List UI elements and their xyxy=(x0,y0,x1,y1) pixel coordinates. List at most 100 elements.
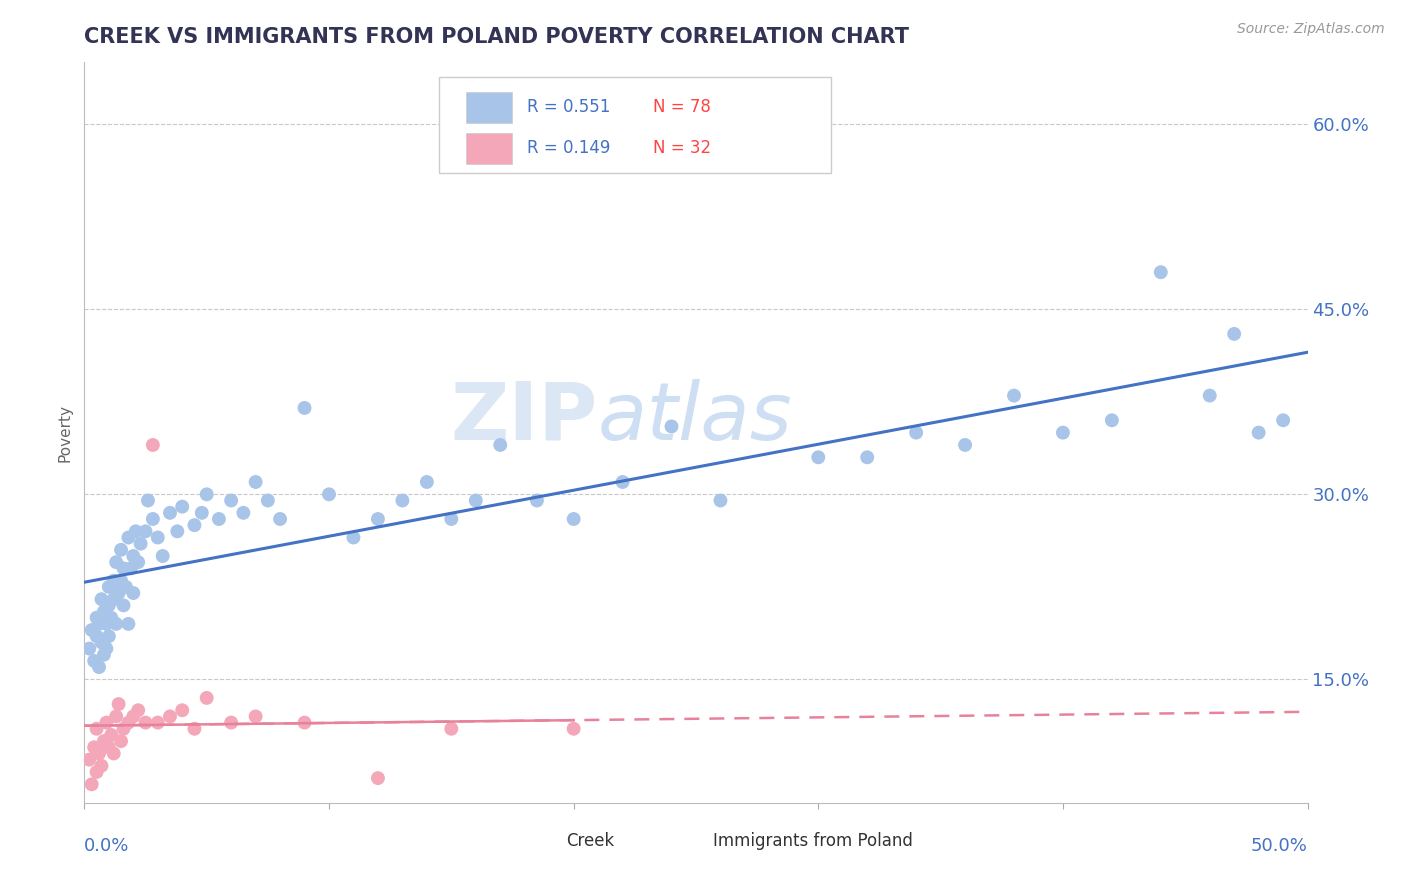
Point xyxy=(1101,413,1123,427)
Point xyxy=(83,654,105,668)
Point xyxy=(125,524,148,539)
Point xyxy=(294,715,316,730)
Point xyxy=(195,487,218,501)
Point xyxy=(709,493,731,508)
Point xyxy=(127,703,149,717)
Point xyxy=(232,506,254,520)
Point xyxy=(1247,425,1270,440)
Point xyxy=(440,512,463,526)
Point xyxy=(105,616,128,631)
Point xyxy=(142,512,165,526)
Point xyxy=(86,764,108,779)
Point xyxy=(105,555,128,569)
Point xyxy=(103,592,125,607)
Point xyxy=(117,531,139,545)
Point xyxy=(464,493,486,508)
Point xyxy=(219,493,242,508)
Point xyxy=(93,605,115,619)
Point xyxy=(112,722,135,736)
Point xyxy=(96,641,118,656)
Y-axis label: Poverty: Poverty xyxy=(58,403,73,462)
Point xyxy=(122,709,145,723)
Point xyxy=(96,616,118,631)
Point xyxy=(257,493,280,508)
Point xyxy=(80,777,103,791)
Point xyxy=(142,438,165,452)
Point xyxy=(97,580,120,594)
Text: Source: ZipAtlas.com: Source: ZipAtlas.com xyxy=(1237,22,1385,37)
Point xyxy=(856,450,879,465)
Point xyxy=(96,715,118,730)
Point xyxy=(87,747,110,761)
Point xyxy=(342,531,364,545)
Point xyxy=(166,524,188,539)
Point xyxy=(807,450,830,465)
Point xyxy=(105,709,128,723)
Point xyxy=(152,549,174,563)
Point xyxy=(416,475,439,489)
Point xyxy=(86,610,108,624)
Point xyxy=(77,641,100,656)
Point xyxy=(90,758,112,772)
Point xyxy=(208,512,231,526)
Point xyxy=(90,592,112,607)
Text: 50.0%: 50.0% xyxy=(1251,838,1308,855)
Point xyxy=(159,506,181,520)
Point xyxy=(146,715,169,730)
Point xyxy=(159,709,181,723)
Point xyxy=(112,561,135,575)
Point xyxy=(191,506,214,520)
Point xyxy=(661,419,683,434)
Point xyxy=(1150,265,1173,279)
Point xyxy=(135,524,157,539)
Point xyxy=(117,715,139,730)
Point xyxy=(367,771,389,785)
Point xyxy=(489,438,512,452)
Point xyxy=(195,690,218,705)
Point xyxy=(391,493,413,508)
Point xyxy=(562,722,585,736)
Point xyxy=(1198,388,1220,402)
Point xyxy=(80,623,103,637)
Point xyxy=(440,722,463,736)
Point xyxy=(526,493,548,508)
Point xyxy=(107,586,129,600)
Point xyxy=(115,580,138,594)
Bar xyxy=(465,92,513,123)
Text: 0.0%: 0.0% xyxy=(84,838,129,855)
Text: R = 0.149: R = 0.149 xyxy=(527,139,610,157)
Point xyxy=(135,715,157,730)
Text: Immigrants from Poland: Immigrants from Poland xyxy=(713,831,912,849)
Bar xyxy=(524,827,560,855)
Point xyxy=(172,500,194,514)
Point xyxy=(183,518,205,533)
Point xyxy=(122,586,145,600)
Point xyxy=(97,740,120,755)
Point xyxy=(87,660,110,674)
Point xyxy=(90,635,112,649)
Point xyxy=(129,536,152,550)
Point xyxy=(183,722,205,736)
Point xyxy=(86,629,108,643)
Point xyxy=(103,747,125,761)
Point xyxy=(112,599,135,613)
Text: R = 0.551: R = 0.551 xyxy=(527,98,610,117)
Point xyxy=(110,734,132,748)
Point xyxy=(562,512,585,526)
Point xyxy=(100,610,122,624)
Text: CREEK VS IMMIGRANTS FROM POLAND POVERTY CORRELATION CHART: CREEK VS IMMIGRANTS FROM POLAND POVERTY … xyxy=(84,27,910,47)
Point xyxy=(120,561,142,575)
Point xyxy=(905,425,928,440)
Point xyxy=(146,531,169,545)
Point xyxy=(122,549,145,563)
Point xyxy=(77,753,100,767)
Point xyxy=(269,512,291,526)
Point xyxy=(86,722,108,736)
Point xyxy=(1223,326,1246,341)
Text: Creek: Creek xyxy=(567,831,614,849)
Bar xyxy=(465,133,513,164)
Text: atlas: atlas xyxy=(598,379,793,457)
Point xyxy=(1052,425,1074,440)
Point xyxy=(318,487,340,501)
Point xyxy=(117,616,139,631)
